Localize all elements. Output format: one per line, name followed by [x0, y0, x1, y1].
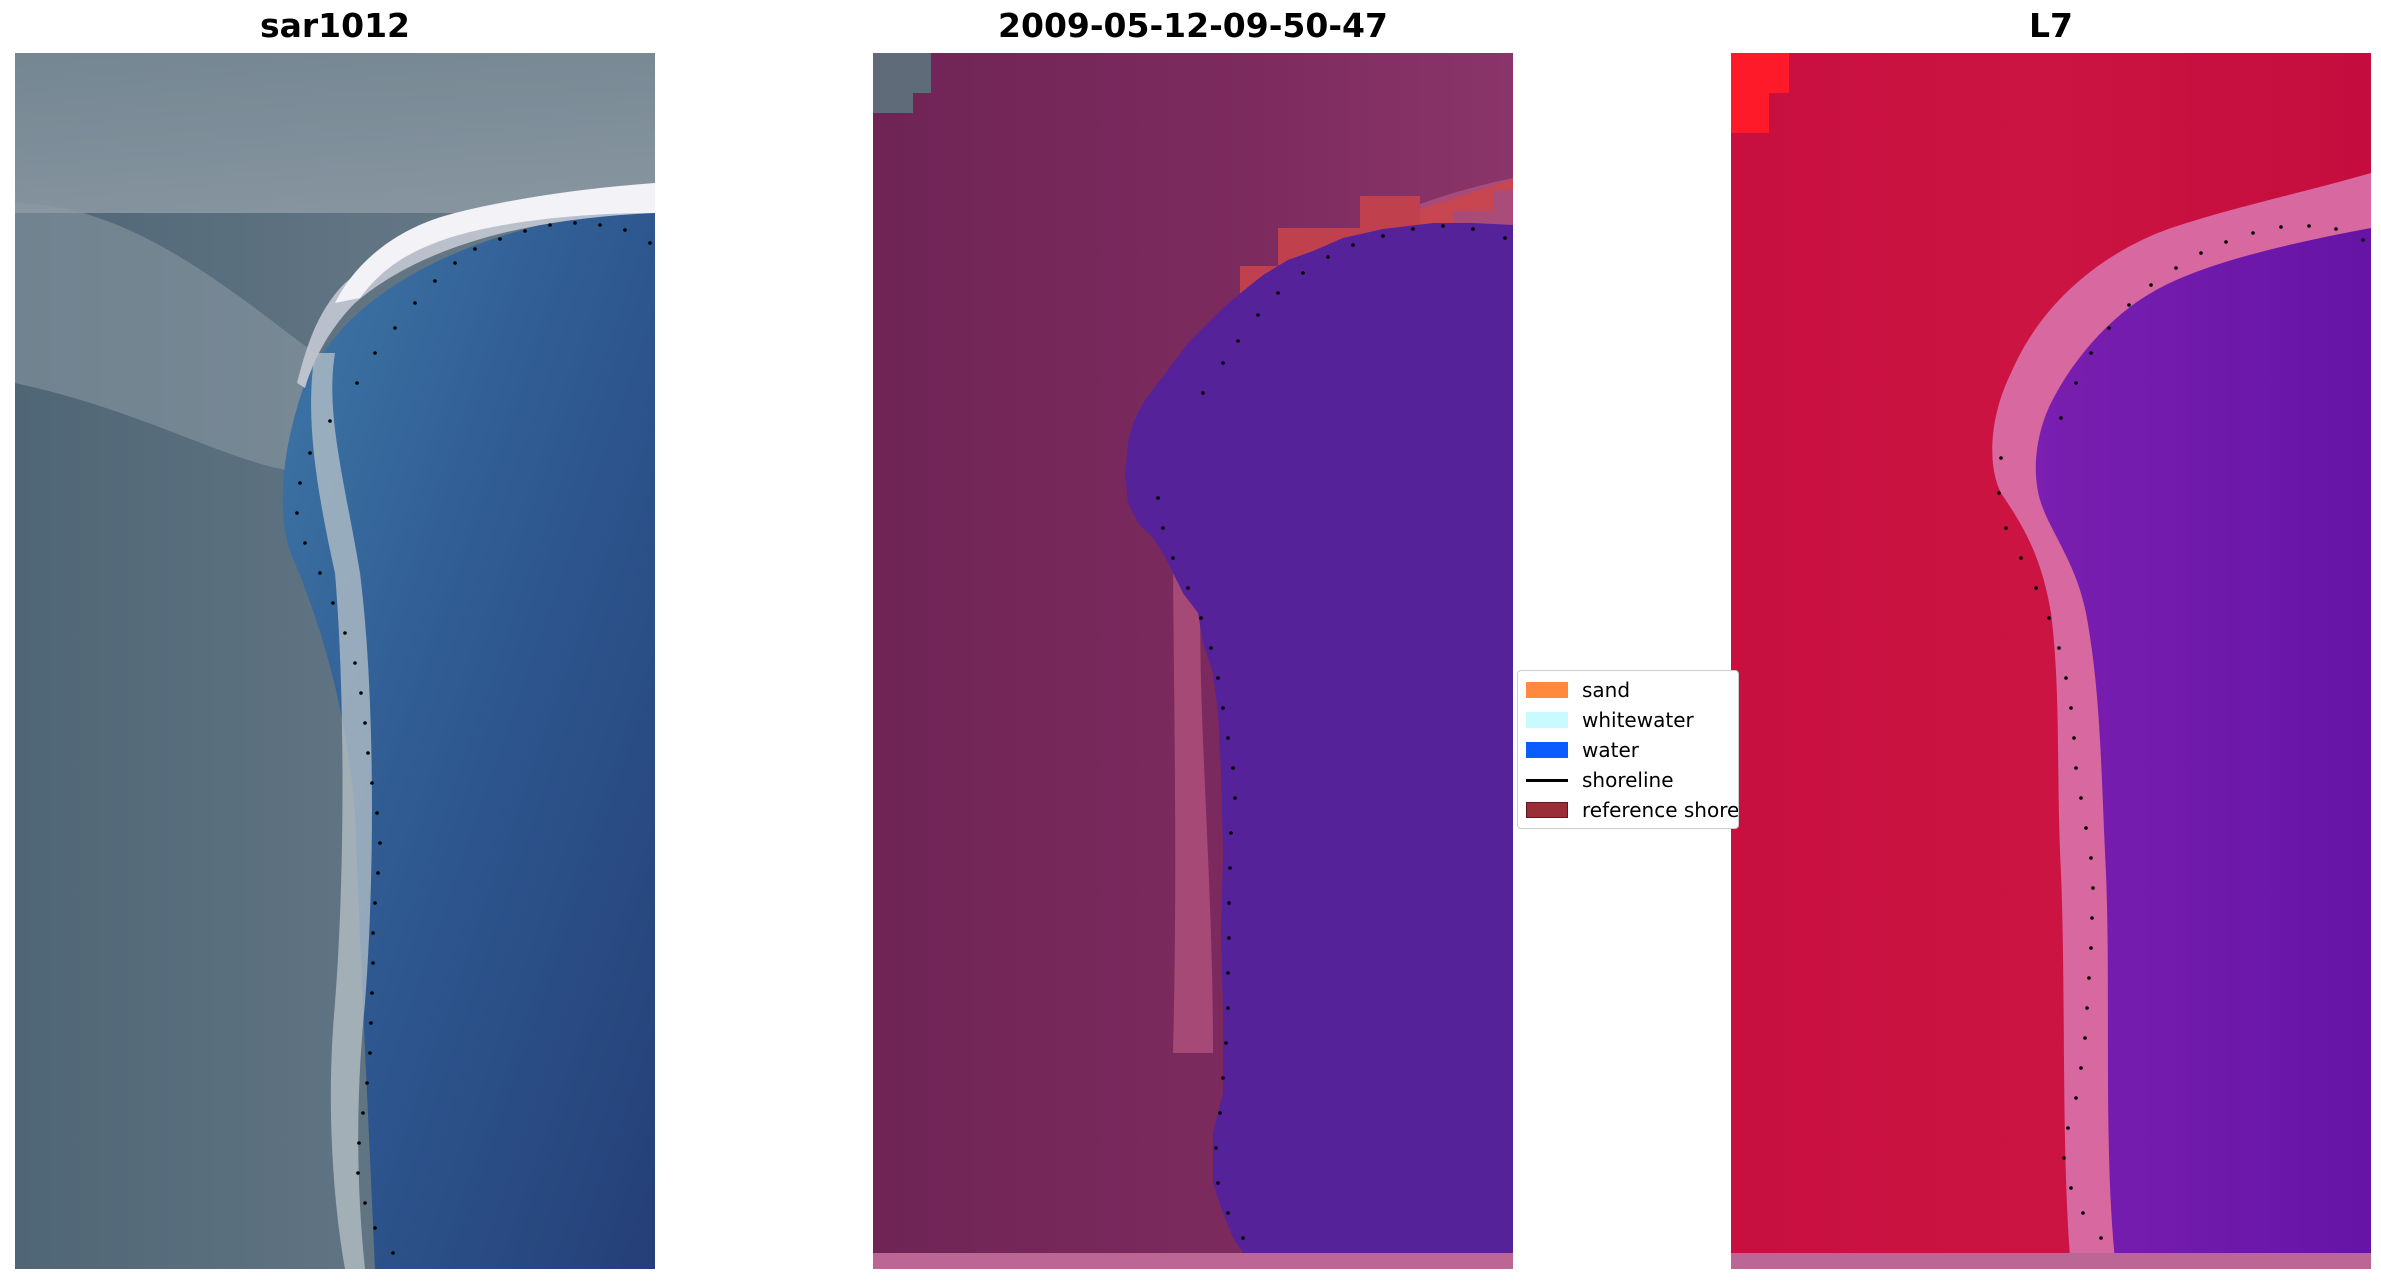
legend-label-reference-shoreline: reference shoreline — [1582, 798, 1739, 822]
legend-label-shoreline: shoreline — [1582, 768, 1674, 792]
legend-label-whitewater: whitewater — [1582, 708, 1694, 732]
legend-item-water: water — [1526, 737, 1639, 763]
classified-image — [873, 53, 1513, 1269]
rgb-satellite-image — [15, 53, 655, 1269]
legend-swatch-water — [1526, 742, 1568, 758]
panel-title-rgb: sar1012 — [259, 6, 411, 45]
panel-rgb: sar1012 — [15, 0, 655, 1283]
panel-classified: 2009-05-12-09-50-47 — [873, 0, 1513, 1283]
legend-swatch-reference-shoreline — [1526, 802, 1568, 818]
legend-line-shoreline — [1526, 778, 1568, 782]
legend-label-water: water — [1582, 738, 1639, 762]
panel-title-classified: 2009-05-12-09-50-47 — [998, 6, 1388, 45]
panel-index: L7 — [1731, 0, 2371, 1283]
legend-item-whitewater: whitewater — [1526, 707, 1694, 733]
shoreline-dots-classified — [1156, 224, 1507, 1240]
legend-swatch-sand — [1526, 682, 1568, 698]
legend-swatch-whitewater — [1526, 712, 1568, 728]
legend-label-sand: sand — [1582, 678, 1631, 702]
panel-title-index: L7 — [2029, 6, 2073, 45]
legend-item-shoreline: shoreline — [1526, 767, 1674, 793]
shoreline-dots-index — [1997, 224, 2365, 1240]
legend-item-sand: sand — [1526, 677, 1630, 703]
shoreline-dots-rgb — [295, 221, 652, 1255]
legend: sand whitewater water shoreline referenc… — [1517, 670, 1739, 829]
index-image — [1731, 53, 2371, 1269]
legend-item-reference-shoreline: reference shoreline — [1526, 797, 1739, 823]
